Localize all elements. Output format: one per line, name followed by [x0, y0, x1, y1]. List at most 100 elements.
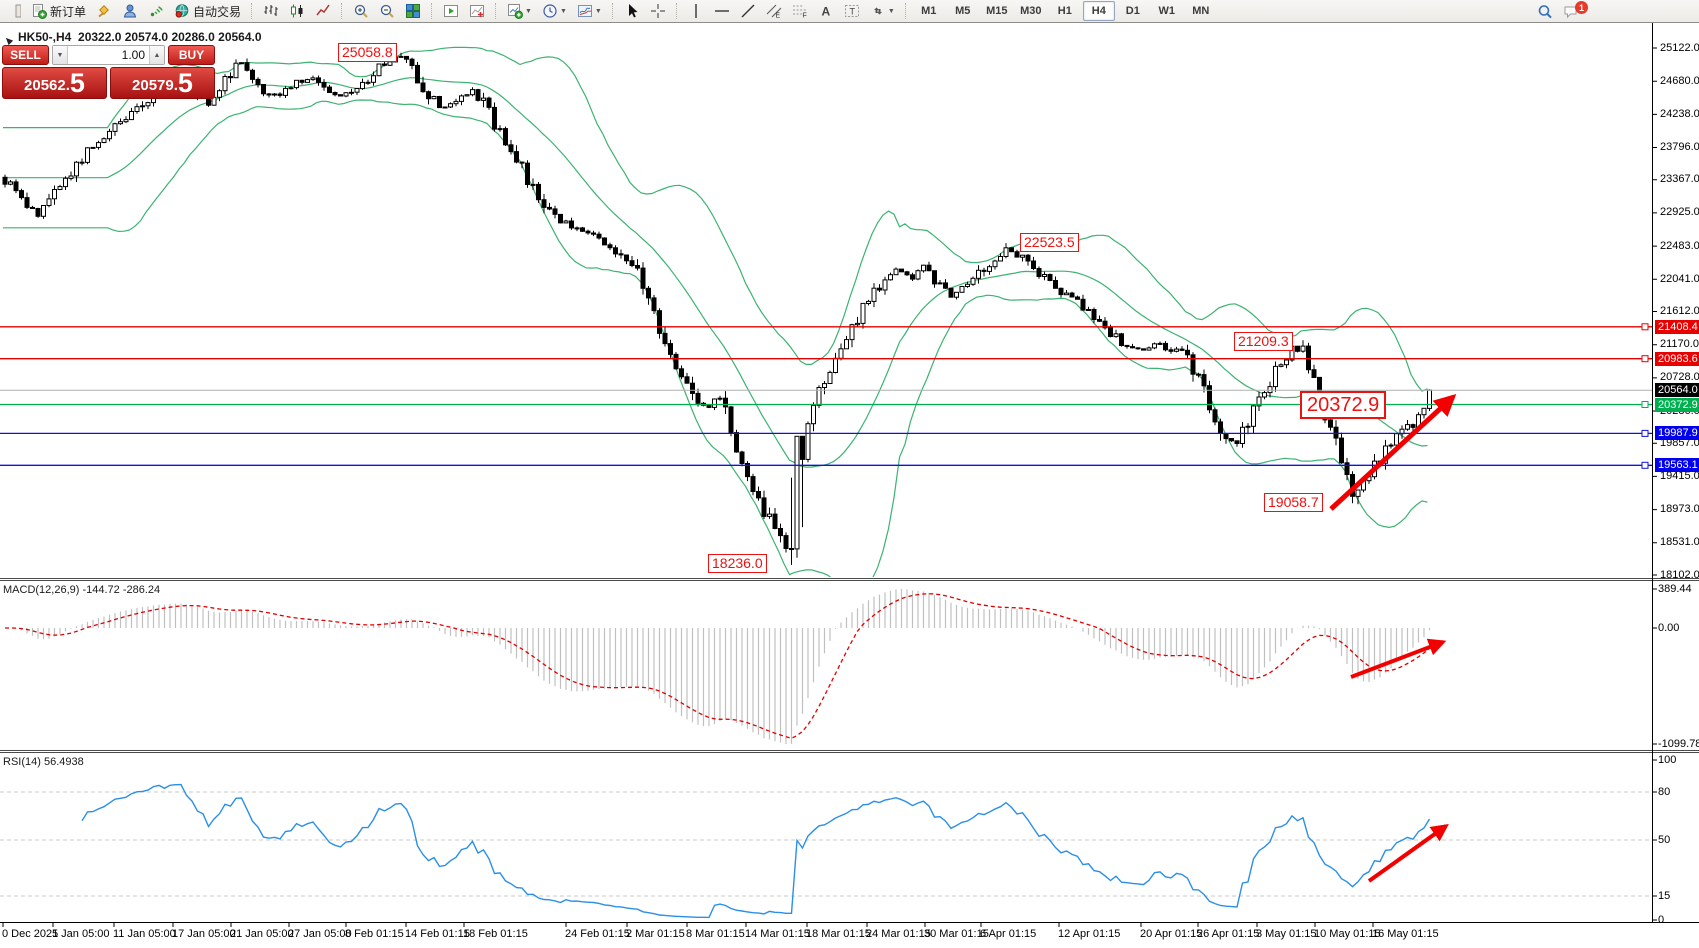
toolbar-templates-button[interactable]: ▼ — [573, 0, 606, 22]
chart-title: HK50-,H4 20322.0 20574.0 20286.0 20564.0 — [18, 30, 262, 44]
time-tick-label: 21 Jan 05:00 — [230, 928, 294, 940]
toolbar-indicator-add-button[interactable] — [465, 0, 489, 22]
toolbar-text-button[interactable]: A — [814, 0, 838, 22]
timeframe-M30-button[interactable]: M30 — [1020, 5, 1042, 17]
toolbar-zoom-out-button[interactable] — [375, 0, 399, 22]
rsi-tick-label: 100 — [1658, 754, 1677, 766]
price-callout[interactable]: 21209.3 — [1234, 332, 1293, 351]
price-callout[interactable]: 22523.5 — [1020, 233, 1079, 252]
price-tick-label: 24238.0 — [1660, 107, 1699, 120]
main-chart-panel[interactable] — [0, 23, 1652, 578]
timeframe-M1-button[interactable]: M1 — [921, 5, 937, 17]
svg-text:T: T — [849, 7, 855, 17]
timeframe-H1-button[interactable]: H1 — [1057, 5, 1072, 17]
toolbar-chart-fragment-button[interactable] — [1, 0, 25, 22]
chevron-down-icon[interactable]: ▼ — [594, 7, 602, 15]
toolbar-tile-windows-button[interactable] — [401, 0, 425, 22]
time-tick-label: 26 Apr 01:15 — [1197, 928, 1260, 940]
trend-arrow[interactable] — [1329, 394, 1457, 511]
toolbar-profile-button[interactable] — [118, 0, 142, 22]
svg-text:F: F — [802, 13, 806, 20]
volume-decrease-button[interactable]: ▼ — [53, 46, 68, 64]
price-line-badge: 20564.0 — [1655, 383, 1699, 398]
time-tick-label: 12 Apr 01:15 — [1058, 928, 1121, 940]
rsi-tick-label: 50 — [1658, 834, 1671, 846]
toolbar-bars-chart-button[interactable] — [259, 0, 283, 22]
toolbar-separator — [341, 3, 343, 19]
chevron-down-icon[interactable]: ▼ — [525, 7, 532, 15]
toolbar-vline-button[interactable] — [684, 0, 708, 22]
price-tick-label: 20728.0 — [1660, 371, 1699, 384]
buy-button[interactable]: BUY — [168, 45, 215, 65]
bid-price[interactable]: 20562. 5 — [2, 67, 107, 99]
toolbar-period-button[interactable]: ▼ — [538, 0, 571, 22]
price-tick-label: 18102.0 — [1660, 568, 1699, 581]
chevron-down-icon[interactable]: ▼ — [559, 7, 567, 15]
price-tick-label: 18973.0 — [1660, 503, 1699, 516]
trend-arrow[interactable] — [1367, 823, 1449, 883]
time-tick-label: 24 Mar 01:15 — [866, 928, 931, 940]
volume-stepper: ▼ 1.00 ▲ — [52, 45, 165, 65]
toolbar-separator — [675, 3, 678, 19]
price-line-badge: 19987.9 — [1655, 426, 1699, 441]
toolbar-new-order-button[interactable]: 新订单 — [27, 0, 90, 22]
price-callout[interactable]: 20372.9 — [1300, 391, 1387, 419]
toolbar-trendline-button[interactable] — [736, 0, 760, 22]
toolbar-autotrade-button[interactable]: 自动交易 — [170, 0, 245, 22]
price-line-badge: 20372.9 — [1655, 397, 1699, 412]
toolbar-cursor-button[interactable] — [620, 0, 644, 22]
trend-arrow[interactable] — [1350, 638, 1447, 679]
toolbar-styler-button[interactable] — [92, 0, 116, 22]
time-tick-label: 8 Mar 01:15 — [686, 928, 745, 940]
timeframe-H4-button[interactable]: H4 — [1082, 1, 1115, 21]
time-tick-label: 30 Mar 01:15 — [924, 928, 989, 940]
macd-signal-line — [5, 593, 1430, 739]
toolbar-signal-button[interactable] — [144, 0, 168, 22]
price-callout[interactable]: 18236.0 — [708, 554, 767, 573]
toolbar-crosshair-button[interactable] — [646, 0, 670, 22]
toolbar-hline-button[interactable] — [710, 0, 734, 22]
macd-panel[interactable] — [0, 581, 1652, 750]
toolbar-indicator-play-button[interactable] — [439, 0, 463, 22]
volume-input[interactable]: 1.00 — [121, 48, 145, 62]
volume-increase-button[interactable]: ▲ — [149, 46, 164, 64]
ask-price[interactable]: 20579. 5 — [110, 67, 215, 99]
toolbar-fibonacci-button[interactable]: F — [788, 0, 812, 22]
toolbar-channel-button[interactable]: E — [762, 0, 786, 22]
time-tick-label: 14 Feb 01:15 — [405, 928, 470, 940]
rsi-label: RSI(14) 56.4938 — [3, 756, 84, 768]
sell-button[interactable]: SELL — [2, 45, 49, 65]
time-tick-label: 8 Feb 01:15 — [345, 928, 404, 940]
search-icon[interactable] — [1533, 1, 1557, 23]
one-click-trading-panel: SELL ▼ 1.00 ▲ BUY 20562. 5 20579. 5 — [2, 45, 215, 99]
rsi-panel[interactable] — [0, 753, 1652, 922]
chevron-down-icon[interactable]: ▼ — [887, 7, 895, 15]
svg-text:A: A — [821, 5, 830, 19]
rsi-tick-label: 80 — [1658, 786, 1671, 798]
toolbar-line-chart-button[interactable] — [311, 0, 335, 22]
toolbar-new-chart-button[interactable]: ▼ — [503, 0, 536, 22]
macd-tick-label: -1099.78 — [1658, 738, 1699, 750]
price-callout[interactable]: 25058.8 — [338, 43, 397, 62]
price-tick-label: 24680.0 — [1660, 74, 1699, 87]
toolbar-right-icons: 1 — [1532, 1, 1588, 23]
time-tick-label: 0 Dec 2021 — [2, 928, 59, 940]
toolbar-zoom-in-button[interactable] — [349, 0, 373, 22]
notification-badge: 1 — [1575, 1, 1588, 14]
toolbar-text-label-button[interactable]: T — [840, 0, 864, 22]
price-callout[interactable]: 19058.7 — [1264, 493, 1323, 512]
toolbar-separator — [611, 3, 614, 19]
timeframe-M15-button[interactable]: M15 — [986, 5, 1008, 17]
timeframe-MN-button[interactable]: MN — [1192, 5, 1210, 17]
price-line-badge: 20983.6 — [1655, 351, 1699, 366]
macd-tick-label: 0.00 — [1658, 622, 1680, 634]
chat-icon[interactable]: 1 — [1559, 1, 1588, 23]
toolbar-arrows-button[interactable]: ▼ — [866, 0, 899, 22]
timeframe-W1-button[interactable]: W1 — [1158, 5, 1176, 17]
timeframe-M5-button[interactable]: M5 — [955, 5, 971, 17]
timeframe-D1-button[interactable]: D1 — [1125, 5, 1140, 17]
toolbar-candles-chart-button[interactable] — [285, 0, 309, 22]
macd-histogram — [9, 589, 1431, 744]
price-tick-label: 25122.0 — [1660, 41, 1699, 54]
